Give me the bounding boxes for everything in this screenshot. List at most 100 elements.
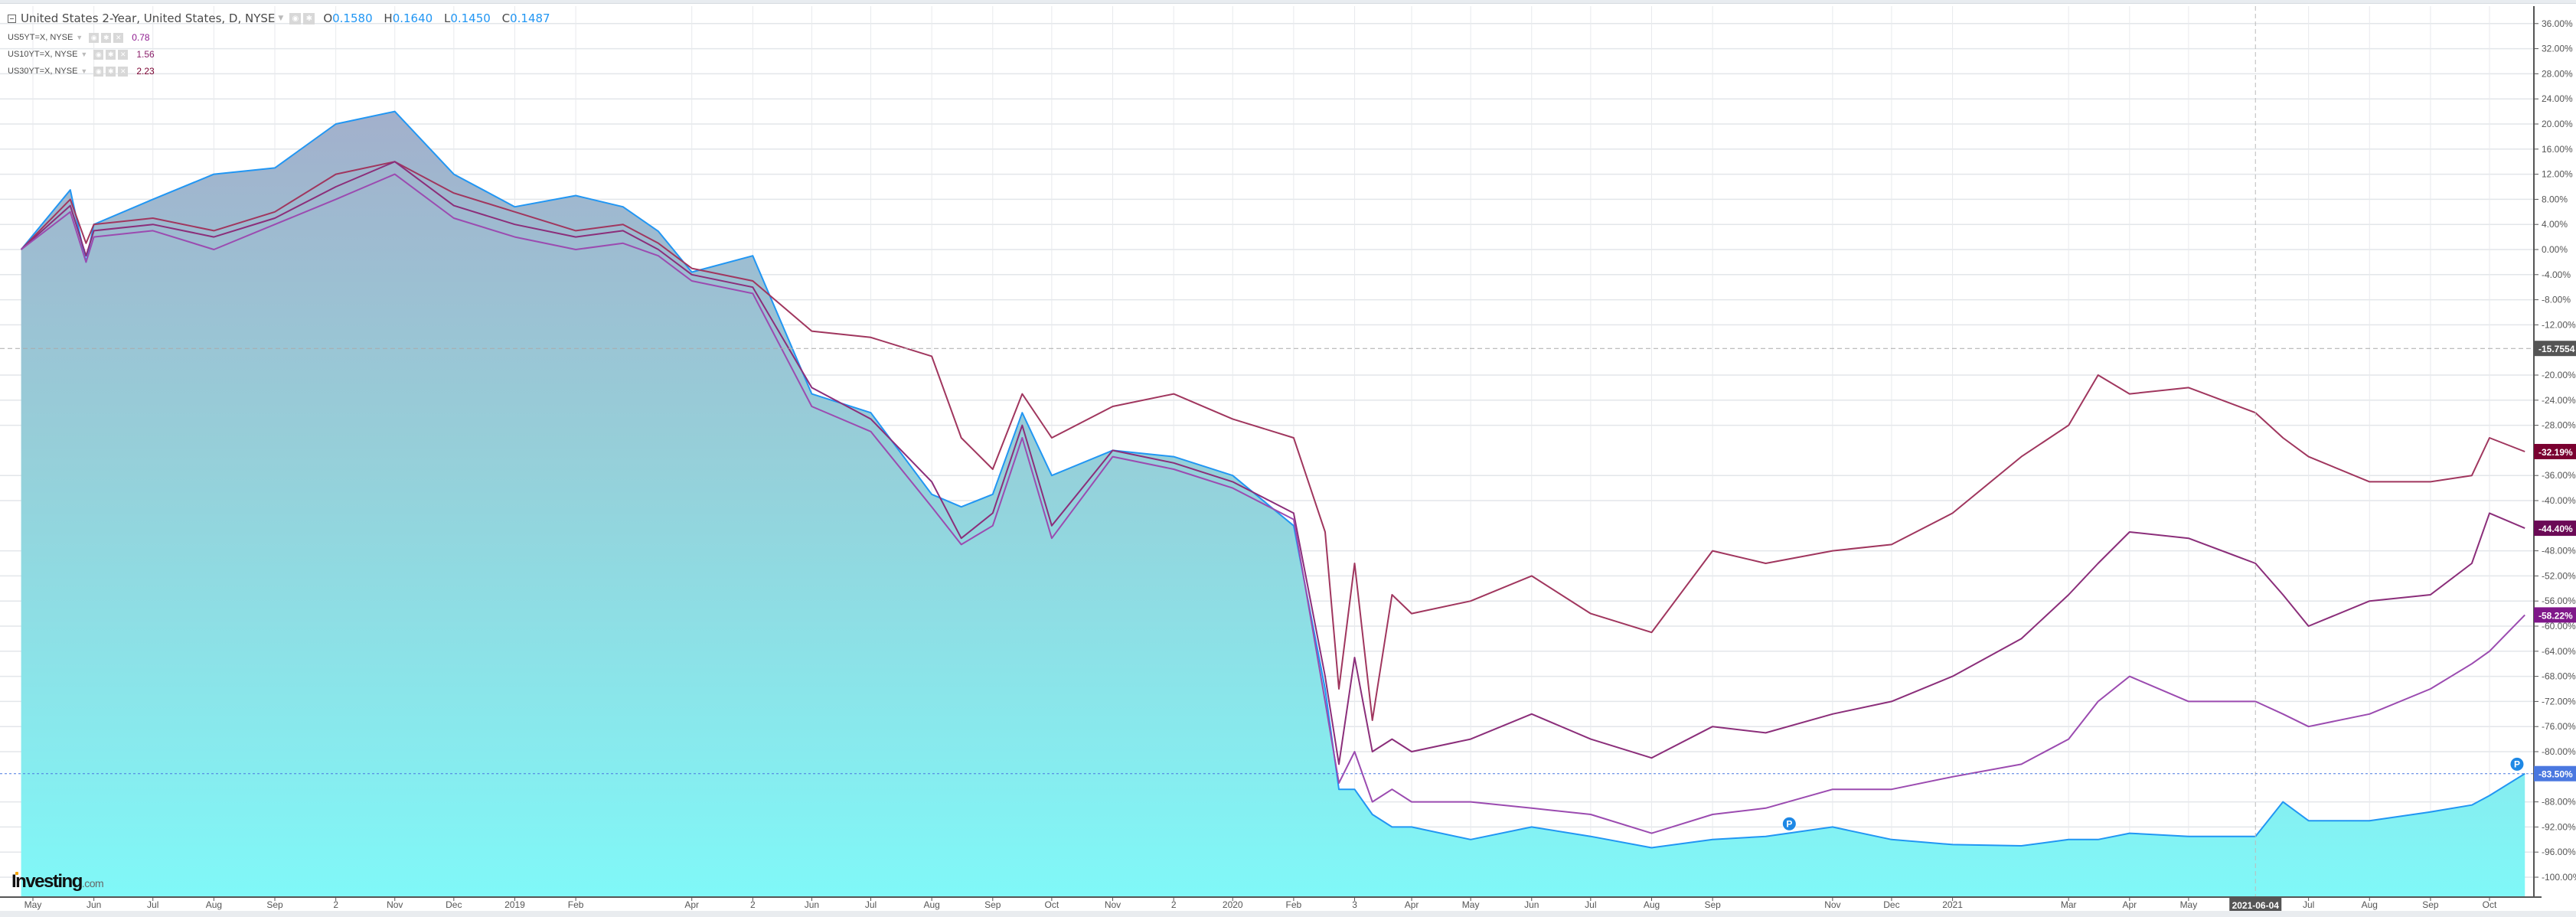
collapse-legend-button[interactable] — [8, 14, 16, 23]
y-tick-label: -100.00% — [2542, 872, 2576, 883]
y-tick-label: -48.00% — [2542, 546, 2576, 556]
gear-icon[interactable]: ✱ — [303, 12, 315, 24]
gear-icon[interactable]: ✱ — [106, 66, 116, 77]
gear-icon[interactable]: ✱ — [101, 32, 112, 43]
y-tick-label: -8.00% — [2542, 295, 2571, 305]
x-tick-label: Nov — [387, 899, 403, 910]
event-marker-label: P — [2514, 759, 2520, 769]
x-tick-label: Jun — [87, 899, 101, 910]
y-tick-label: 12.00% — [2542, 169, 2573, 180]
chevron-down-icon[interactable]: ▼ — [76, 34, 83, 41]
x-tick-label: Sep — [1704, 899, 1721, 910]
close-icon[interactable]: ✕ — [118, 66, 129, 77]
x-tick-label: Oct — [1045, 899, 1059, 910]
x-tick-label: Dec — [1883, 899, 1899, 910]
y-tick-label: -36.00% — [2542, 470, 2576, 481]
x-tick-label: 2019 — [504, 899, 525, 910]
last-value-tag-text: -32.19% — [2538, 447, 2573, 458]
y-tick-label: 36.00% — [2542, 18, 2573, 29]
series-value: 0.78 — [132, 32, 150, 43]
x-tick-label: Feb — [568, 899, 584, 910]
series-symbol: US5YT=X, NYSE — [8, 33, 73, 42]
eye-icon[interactable]: ◉ — [289, 12, 302, 24]
price-axis[interactable]: 36.00% 32.00% 28.00% 24.00% 20.00% 16.00% 12.0… — [2533, 6, 2576, 897]
high-value: 0.1640 — [392, 11, 433, 25]
y-tick-label: -92.00% — [2542, 821, 2576, 832]
x-tick-label: Jul — [1585, 899, 1596, 910]
chevron-down-icon[interactable]: ▼ — [278, 15, 284, 22]
close-label: C — [501, 11, 511, 25]
y-tick-label: 24.00% — [2542, 93, 2573, 104]
y-tick-label: 4.00% — [2542, 219, 2568, 230]
chevron-down-icon[interactable]: ▼ — [80, 67, 88, 75]
x-tick-label: 2021 — [1942, 899, 1963, 910]
series-line-4 — [20, 173, 2525, 834]
x-tick-label: 2 — [750, 899, 756, 910]
open-label: O — [323, 11, 333, 25]
x-tick-label: Mar — [2061, 899, 2077, 910]
last-value-tag-text: -44.40% — [2538, 524, 2573, 534]
time-axis[interactable]: May Jun Jul Aug Sep 2 Nov Dec 2019 Feb Apr 2 Jun Jul A… — [0, 896, 2542, 912]
open-value: 0.1580 — [332, 11, 373, 25]
logo-text: Investing — [11, 871, 83, 892]
y-tick-label: -68.00% — [2542, 671, 2576, 682]
last-value-tag-text: -83.50% — [2538, 769, 2573, 780]
y-tick-label: -4.00% — [2542, 269, 2571, 280]
y-tick-label: 28.00% — [2542, 68, 2573, 79]
low-label: L — [443, 11, 451, 25]
chevron-down-icon[interactable]: ▼ — [80, 51, 88, 58]
close-icon[interactable]: ✕ — [113, 32, 124, 43]
close-value: 0.1487 — [510, 11, 550, 25]
gear-icon[interactable]: ✱ — [106, 49, 116, 60]
crosshair-date-tag-text: 2021-06-04 — [2232, 900, 2280, 911]
x-tick-label: Apr — [1405, 899, 1419, 910]
eye-icon[interactable]: ◉ — [93, 66, 104, 77]
series-symbol: US30YT=X, NYSE — [8, 67, 78, 76]
y-tick-label: -24.00% — [2542, 395, 2576, 406]
crosshair-price-tag-text: -15.7554 — [2538, 344, 2575, 354]
series-line-2 — [20, 161, 2525, 721]
close-icon[interactable]: ✕ — [118, 49, 129, 60]
y-tick-label: -72.00% — [2542, 696, 2576, 707]
crosshair-date-tag — [2229, 898, 2282, 912]
x-tick-label: Aug — [1644, 899, 1660, 910]
series-value: 2.23 — [136, 66, 155, 77]
x-tick-label: Feb — [1286, 899, 1302, 910]
last-value-tag — [2534, 607, 2576, 623]
x-tick-label: Jul — [147, 899, 158, 910]
bottom-scroll-strip — [0, 911, 2576, 917]
y-tick-label: -88.00% — [2542, 797, 2576, 808]
x-tick-label: Nov — [1824, 899, 1840, 910]
logo-suffix: .com — [81, 877, 104, 889]
eye-icon[interactable]: ◉ — [89, 32, 100, 43]
event-marker — [2509, 756, 2525, 772]
y-tick-label: 20.00% — [2542, 119, 2573, 129]
series-lines — [20, 110, 2525, 849]
y-tick-label: -76.00% — [2542, 721, 2576, 732]
last-value-tag — [2534, 521, 2576, 537]
x-tick-label: Sep — [984, 899, 1001, 910]
legend-row-us30y: US30YT=X, NYSE ▼ ◉ ✱ ✕ 2.23 — [8, 63, 558, 80]
low-value: 0.1450 — [450, 11, 491, 25]
high-label: H — [384, 11, 393, 25]
eye-icon[interactable]: ◉ — [93, 49, 104, 60]
y-tick-label: -60.00% — [2542, 621, 2576, 631]
legend-row-us5y: US5YT=X, NYSE ▼ ◉ ✱ ✕ 0.78 — [8, 29, 558, 46]
main-series-title: United States 2-Year, United States, D, … — [21, 11, 276, 25]
y-tick-label: -64.00% — [2542, 646, 2576, 657]
x-tick-label: Nov — [1105, 899, 1121, 910]
x-tick-label: Apr — [2122, 899, 2137, 910]
x-tick-label: Aug — [206, 899, 222, 910]
investing-logo: Investing.com — [11, 871, 104, 893]
y-tick-label: -20.00% — [2542, 370, 2576, 380]
x-tick-label: 3 — [1352, 899, 1357, 910]
y-tick-label: -40.00% — [2542, 495, 2576, 506]
series-symbol: US10YT=X, NYSE — [8, 50, 78, 59]
y-tick-label: 16.00% — [2542, 144, 2573, 155]
x-tick-label: Jul — [2303, 899, 2314, 910]
x-tick-label: Aug — [2362, 899, 2378, 910]
x-tick-label: Apr — [684, 899, 699, 910]
x-tick-label: Dec — [446, 899, 462, 910]
x-tick-label: Jun — [805, 899, 819, 910]
